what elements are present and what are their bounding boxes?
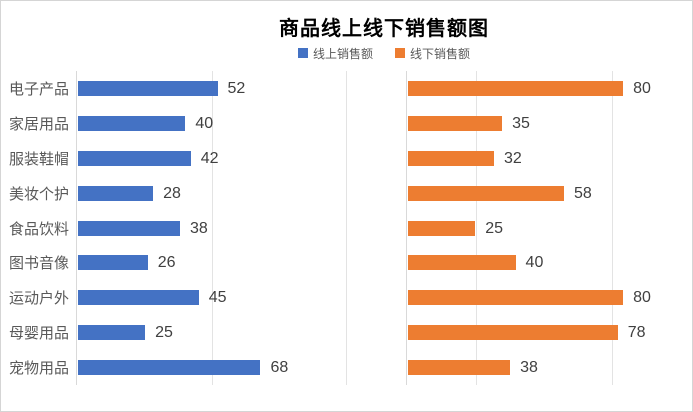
bar — [78, 220, 180, 236]
value-label: 80 — [633, 289, 651, 307]
bar-track: 25 — [78, 324, 400, 342]
bar-track: 40 — [78, 114, 400, 132]
bar-track: 35 — [408, 114, 692, 132]
table-row: 26 — [78, 245, 400, 280]
table-row: 80 — [408, 71, 692, 106]
category-label: 电子产品 — [9, 80, 70, 98]
bar-track: 25 — [408, 219, 692, 237]
bar-track: 80 — [408, 289, 692, 307]
category-axis: 电子产品家居用品服装鞋帽美妆个护食品饮料图书音像运动户外母婴用品宠物用品 — [9, 71, 75, 385]
bar-track: 38 — [78, 219, 400, 237]
value-label: 78 — [627, 324, 646, 342]
legend-swatch-offline-icon — [395, 48, 405, 58]
value-label: 32 — [504, 149, 522, 167]
bar — [78, 290, 199, 306]
table-row: 38 — [408, 350, 692, 385]
legend-item-offline: 线下销售额 — [395, 45, 470, 62]
bar-track: 58 — [408, 184, 692, 202]
value-label: 80 — [633, 79, 651, 97]
table-row: 40 — [78, 106, 400, 141]
value-label: 68 — [270, 359, 289, 377]
value-label: 40 — [525, 254, 544, 272]
bar-rows: 80 35 32 58 25 40 80 78 38 — [408, 71, 692, 385]
category-label: 母婴用品 — [9, 325, 70, 343]
table-row: 28 — [78, 176, 400, 211]
bar-track: 42 — [78, 149, 400, 167]
bar — [408, 325, 618, 341]
bar — [78, 325, 146, 341]
value-label: 42 — [200, 149, 219, 167]
value-label: 58 — [573, 184, 592, 202]
category-label: 服装鞋帽 — [9, 150, 70, 168]
bar — [408, 185, 564, 201]
category-label: 食品饮料 — [9, 220, 70, 238]
value-label: 38 — [189, 219, 208, 237]
legend-label-online: 线上销售额 — [312, 46, 373, 61]
table-row: 38 — [78, 211, 400, 246]
table-row: 42 — [78, 141, 400, 176]
gridline — [612, 71, 614, 385]
table-row: 35 — [408, 106, 692, 141]
bar — [78, 115, 186, 131]
table-row: 52 — [78, 71, 400, 106]
bar — [78, 360, 261, 376]
legend: 线上销售额 线下销售额 — [78, 45, 690, 62]
legend-item-online: 线上销售额 — [297, 45, 373, 62]
table-row: 45 — [78, 280, 400, 315]
plot-area-offline: 80 35 32 58 25 40 80 78 38 — [406, 71, 692, 385]
value-label: 28 — [163, 184, 181, 202]
bar — [78, 185, 154, 201]
bar-track: 78 — [408, 324, 692, 342]
legend-swatch-online-icon — [297, 48, 308, 58]
bar — [408, 220, 476, 236]
table-row: 40 — [408, 245, 692, 280]
value-label: 25 — [485, 219, 503, 237]
table-row: 68 — [78, 350, 400, 385]
value-label: 52 — [227, 79, 246, 97]
table-row: 25 — [78, 315, 400, 350]
table-row: 80 — [408, 280, 692, 315]
bar — [408, 80, 624, 96]
bar — [78, 150, 191, 166]
bar — [408, 290, 624, 306]
plot-area-online: 52 40 42 28 38 26 45 25 68 — [76, 71, 400, 385]
table-row: 78 — [408, 315, 692, 350]
gridline — [346, 71, 348, 385]
bar-rows: 52 40 42 28 38 26 45 25 68 — [78, 71, 400, 385]
value-label: 45 — [208, 289, 227, 307]
legend-label-offline: 线下销售额 — [410, 46, 471, 61]
value-label: 40 — [195, 114, 214, 132]
table-row: 25 — [408, 211, 692, 246]
value-label: 26 — [157, 254, 176, 272]
category-label: 图书音像 — [9, 255, 70, 273]
bar — [78, 255, 148, 271]
bar — [408, 115, 503, 131]
bar-track: 80 — [408, 79, 692, 97]
value-label: 38 — [520, 359, 538, 377]
bar — [408, 360, 511, 376]
bar-track: 40 — [408, 254, 692, 272]
bar-track: 38 — [408, 359, 692, 377]
bar-track: 26 — [78, 254, 400, 272]
category-label: 宠物用品 — [9, 360, 70, 378]
category-label: 运动户外 — [9, 290, 70, 308]
value-label: 25 — [155, 324, 173, 342]
category-label: 美妆个护 — [9, 185, 70, 203]
bar-track: 45 — [78, 289, 400, 307]
value-label: 35 — [512, 114, 530, 132]
bar — [408, 150, 495, 166]
bar-track: 68 — [78, 359, 400, 377]
gridline — [475, 71, 477, 385]
bar — [78, 80, 218, 96]
category-label: 家居用品 — [9, 115, 70, 133]
bar-track: 32 — [408, 149, 692, 167]
gridline — [211, 71, 213, 385]
bar-track: 28 — [78, 184, 400, 202]
table-row: 32 — [408, 141, 692, 176]
bar-track: 52 — [78, 79, 400, 97]
bar — [408, 255, 516, 271]
chart-title: 商品线上线下销售额图 — [279, 18, 489, 40]
table-row: 58 — [408, 176, 692, 211]
